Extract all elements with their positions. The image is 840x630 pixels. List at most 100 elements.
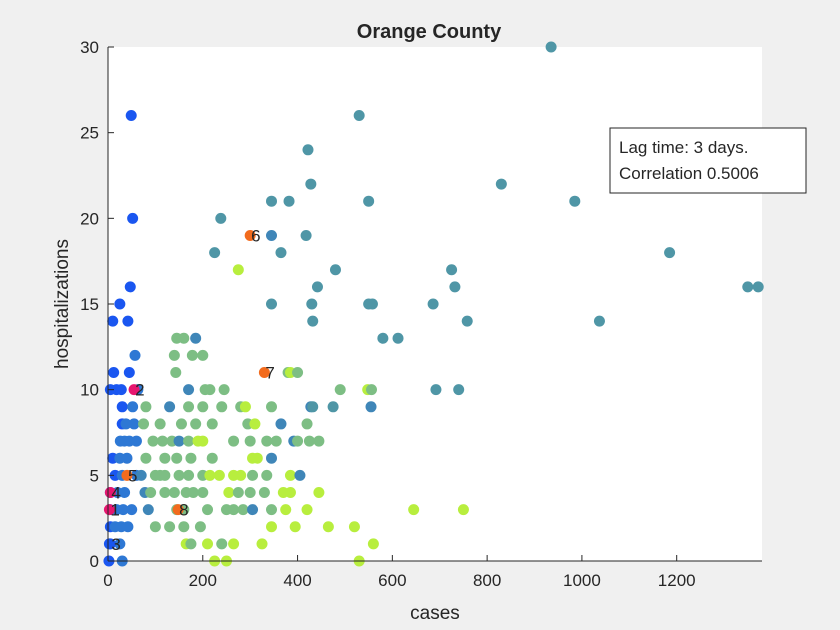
data-point (122, 521, 134, 533)
data-point (168, 349, 180, 361)
data-point (197, 349, 209, 361)
annotation-lag-time: Lag time: 3 days. (619, 138, 748, 157)
y-tick-label: 25 (80, 124, 99, 143)
data-point-numbered (121, 469, 133, 481)
data-point (664, 247, 676, 259)
data-point (197, 435, 209, 447)
data-point (427, 298, 439, 310)
data-point (457, 504, 469, 516)
data-point (365, 401, 377, 413)
data-point (322, 521, 334, 533)
data-point (126, 504, 138, 516)
point-number-label: 4 (111, 483, 120, 502)
data-point (154, 418, 166, 430)
data-point (239, 401, 251, 413)
point-number-label: 6 (251, 226, 260, 245)
data-point (292, 367, 304, 379)
point-number-label: 7 (265, 364, 274, 383)
data-point (266, 504, 277, 516)
data-point (247, 504, 259, 516)
data-point (216, 538, 228, 550)
data-point (197, 486, 209, 498)
data-point (232, 264, 244, 276)
data-point (258, 486, 270, 498)
data-point (215, 212, 227, 224)
data-point (171, 452, 183, 464)
data-point (145, 486, 157, 498)
data-point-numbered (103, 504, 115, 516)
data-point (300, 229, 312, 241)
data-point (216, 401, 228, 413)
data-point (232, 486, 244, 498)
data-point (569, 195, 581, 207)
data-point (185, 538, 197, 550)
data-point (114, 298, 126, 310)
y-tick-label: 0 (90, 552, 99, 571)
x-tick-label: 1000 (563, 571, 601, 590)
data-point (187, 486, 199, 498)
y-axis-label: hospitalizations (52, 239, 73, 369)
x-tick-label: 400 (283, 571, 311, 590)
data-point (142, 504, 154, 516)
y-ticks: 0 5 10 15 20 25 30 (80, 38, 114, 571)
data-point (228, 504, 240, 516)
data-point-numbered (172, 504, 184, 516)
data-point (178, 521, 190, 533)
data-point (301, 504, 313, 516)
data-point (256, 538, 268, 550)
data-point (173, 469, 185, 481)
data-point-numbered (128, 384, 140, 396)
data-point (329, 264, 341, 276)
data-point (107, 315, 119, 327)
data-point-numbered (258, 367, 270, 379)
data-point (301, 418, 313, 430)
data-point (183, 469, 195, 481)
data-point (377, 332, 389, 344)
data-point (266, 452, 277, 464)
data-point (127, 401, 139, 413)
data-point (237, 504, 249, 516)
data-point (266, 229, 277, 241)
data-point (366, 298, 378, 310)
data-point (159, 452, 171, 464)
data-point (168, 486, 180, 498)
data-point (202, 504, 214, 516)
data-point (283, 195, 295, 207)
annotation-frame (609, 127, 807, 194)
data-point (197, 401, 209, 413)
data-point (266, 298, 277, 310)
data-point (251, 452, 263, 464)
data-point (313, 486, 325, 498)
data-point (742, 281, 754, 293)
x-tick-label: 1200 (658, 571, 696, 590)
data-point (206, 418, 218, 430)
data-point (175, 418, 187, 430)
data-point (593, 315, 605, 327)
data-point (302, 144, 314, 156)
point-number-label: 8 (179, 501, 188, 520)
data-point (121, 452, 133, 464)
data-point (127, 212, 139, 224)
data-point (266, 195, 277, 207)
data-point (261, 435, 273, 447)
data-point (275, 247, 287, 259)
data-point (140, 452, 152, 464)
data-point (130, 435, 142, 447)
data-point (223, 486, 235, 498)
data-point (114, 538, 126, 550)
data-point (129, 349, 141, 361)
data-point (266, 521, 277, 533)
data-points (103, 41, 764, 567)
data-point (124, 281, 136, 293)
data-point (183, 401, 195, 413)
data-point (306, 298, 318, 310)
data-point (185, 452, 197, 464)
data-point (218, 384, 230, 396)
data-point (119, 486, 131, 498)
data-point (164, 401, 176, 413)
x-tick-label: 0 (103, 571, 112, 590)
data-point (292, 435, 304, 447)
data-point (363, 195, 375, 207)
data-point (408, 504, 420, 516)
